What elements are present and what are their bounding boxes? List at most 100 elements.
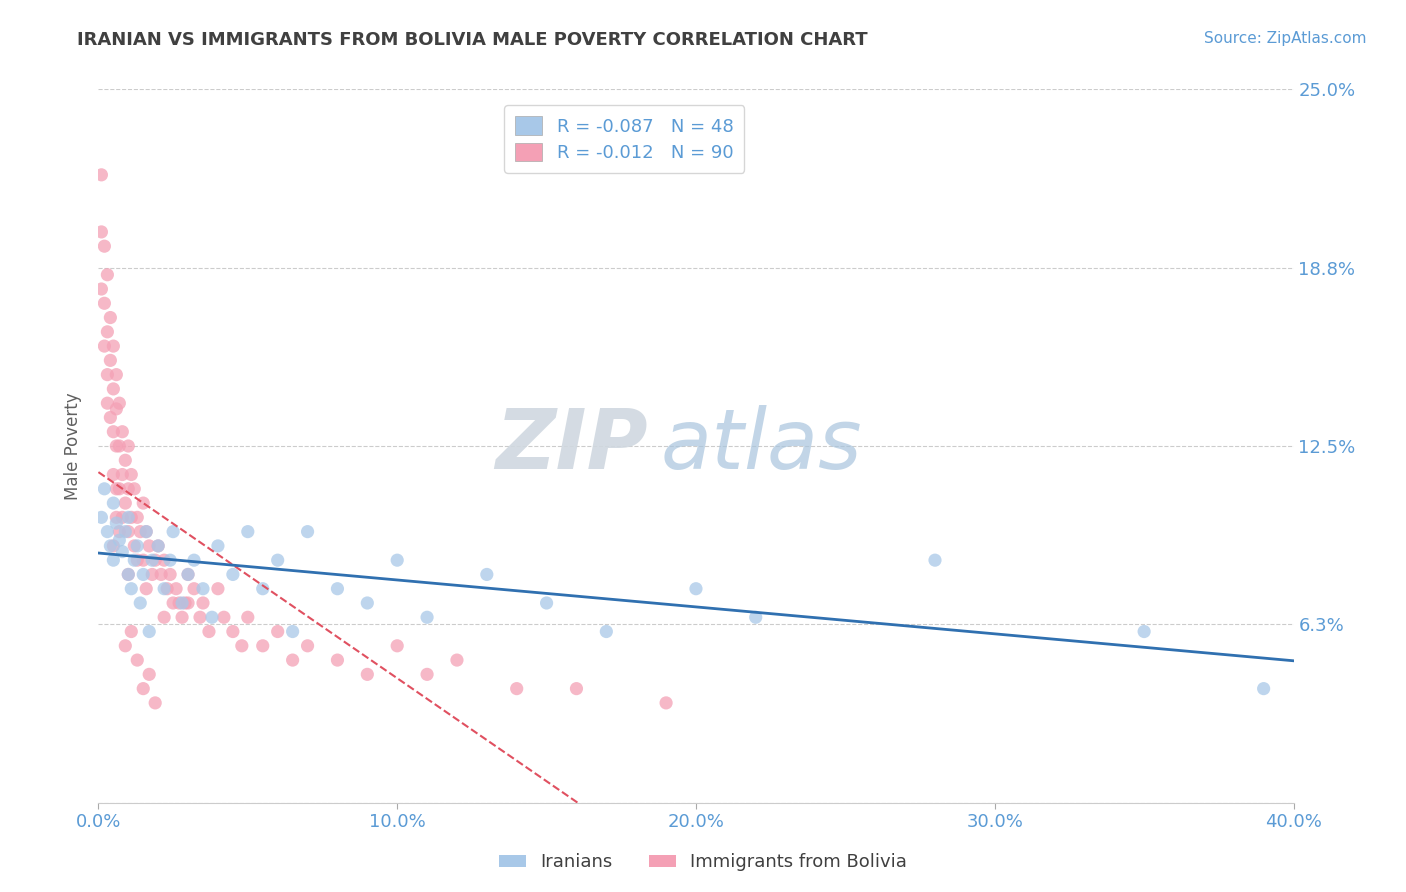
Point — [1133, 624, 1156, 639]
Point — [252, 582, 274, 596]
Point — [416, 667, 439, 681]
Point — [162, 524, 184, 539]
Point — [172, 596, 194, 610]
Point — [231, 639, 253, 653]
Point — [114, 524, 136, 539]
Point — [96, 368, 118, 382]
Point — [162, 596, 184, 610]
Point — [108, 524, 131, 539]
Point — [138, 624, 160, 639]
Point — [177, 567, 200, 582]
Point — [105, 516, 128, 530]
Point — [174, 596, 197, 610]
Point — [172, 610, 194, 624]
Y-axis label: Male Poverty: Male Poverty — [65, 392, 83, 500]
Point — [124, 553, 146, 567]
Point — [111, 510, 134, 524]
Point — [105, 510, 128, 524]
Point — [103, 467, 125, 482]
Point — [191, 582, 214, 596]
Point — [114, 453, 136, 467]
Point — [148, 539, 170, 553]
Point — [108, 439, 131, 453]
Point — [105, 401, 128, 416]
Point — [132, 681, 155, 696]
Point — [117, 482, 139, 496]
Point — [191, 596, 214, 610]
Point — [103, 496, 125, 510]
Point — [132, 496, 155, 510]
Point — [159, 553, 181, 567]
Point — [281, 624, 304, 639]
Point — [297, 524, 319, 539]
Point — [120, 510, 142, 524]
Point — [93, 296, 115, 310]
Point — [153, 553, 176, 567]
Point — [135, 582, 157, 596]
Point — [655, 696, 678, 710]
Point — [90, 168, 112, 182]
Point — [111, 425, 134, 439]
Point — [326, 653, 349, 667]
Point — [153, 582, 176, 596]
Point — [1253, 681, 1275, 696]
Point — [127, 653, 149, 667]
Point — [222, 624, 245, 639]
Point — [281, 653, 304, 667]
Point — [129, 524, 152, 539]
Point — [188, 610, 211, 624]
Point — [124, 482, 146, 496]
Point — [114, 496, 136, 510]
Legend: Iranians, Immigrants from Bolivia: Iranians, Immigrants from Bolivia — [492, 847, 914, 879]
Point — [156, 582, 179, 596]
Point — [326, 582, 349, 596]
Point — [96, 396, 118, 410]
Point — [212, 610, 235, 624]
Text: atlas: atlas — [661, 406, 862, 486]
Point — [153, 610, 176, 624]
Point — [385, 553, 409, 567]
Point — [148, 539, 170, 553]
Point — [132, 567, 155, 582]
Text: Source: ZipAtlas.com: Source: ZipAtlas.com — [1204, 31, 1367, 46]
Point — [124, 539, 146, 553]
Point — [108, 482, 131, 496]
Point — [98, 539, 122, 553]
Point — [236, 524, 259, 539]
Point — [135, 524, 157, 539]
Point — [117, 510, 139, 524]
Point — [252, 639, 274, 653]
Point — [111, 467, 134, 482]
Point — [93, 339, 115, 353]
Point — [98, 310, 122, 325]
Point — [207, 582, 229, 596]
Point — [141, 553, 163, 567]
Point — [117, 567, 139, 582]
Point — [90, 282, 112, 296]
Point — [105, 368, 128, 382]
Point — [745, 610, 768, 624]
Point — [114, 639, 136, 653]
Point — [685, 582, 707, 596]
Point — [385, 639, 409, 653]
Point — [143, 553, 166, 567]
Point — [267, 624, 290, 639]
Point — [143, 696, 166, 710]
Point — [446, 653, 468, 667]
Point — [103, 539, 125, 553]
Point — [96, 524, 118, 539]
Text: ZIP: ZIP — [495, 406, 648, 486]
Point — [222, 567, 245, 582]
Point — [90, 225, 112, 239]
Point — [201, 610, 224, 624]
Point — [98, 353, 122, 368]
Point — [108, 396, 131, 410]
Point — [183, 582, 205, 596]
Point — [93, 239, 115, 253]
Point — [177, 596, 200, 610]
Point — [356, 596, 378, 610]
Point — [103, 553, 125, 567]
Point — [117, 524, 139, 539]
Point — [141, 567, 163, 582]
Point — [159, 567, 181, 582]
